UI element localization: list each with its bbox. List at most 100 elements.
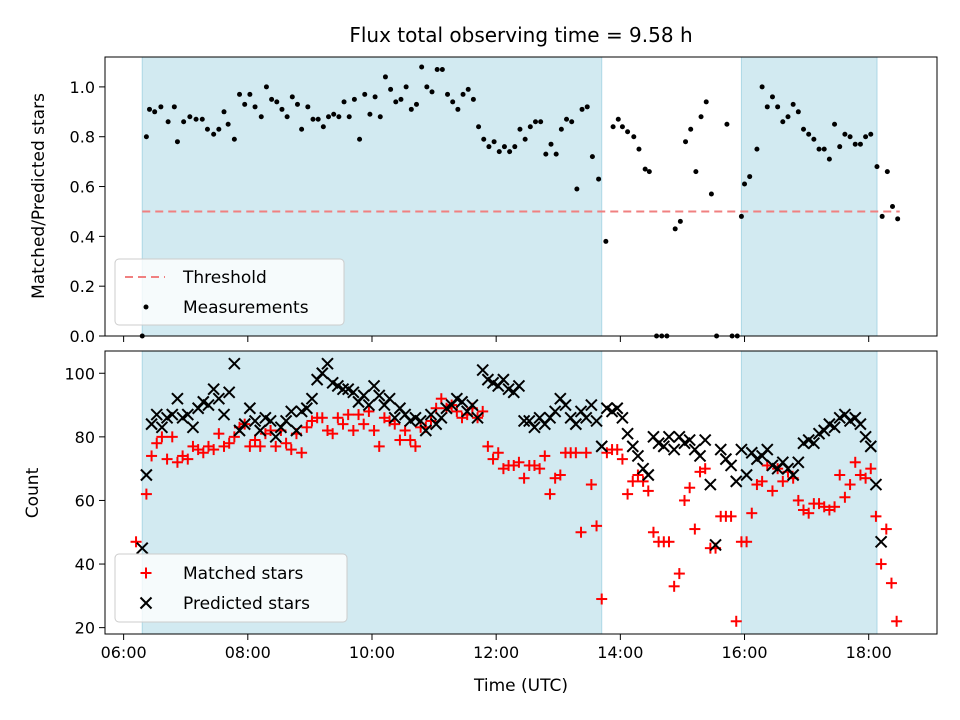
measurement-point	[465, 86, 471, 92]
predicted-star-point	[730, 475, 743, 488]
measurement-point	[174, 139, 180, 145]
measurement-point	[279, 106, 285, 112]
predicted-star-point	[471, 411, 484, 424]
measurement-point	[610, 124, 616, 130]
measurement-point	[299, 126, 305, 132]
legend-predicted-marker	[139, 596, 153, 610]
predicted-star-point	[626, 440, 639, 453]
measurement-point	[816, 146, 822, 152]
matched-star-point	[637, 475, 649, 487]
predicted-star-point	[435, 411, 448, 424]
measurement-point	[372, 94, 378, 100]
measurement-point	[388, 86, 394, 92]
matched-star-point	[668, 580, 680, 592]
bottom-panel: 20 40 60 80 100 06:00 08:00 10:00 12:00 14:00 16:…	[23, 350, 938, 696]
matched-star-point	[663, 536, 675, 548]
measurement-point	[247, 91, 253, 97]
predicted-star-point	[212, 392, 226, 405]
matched-star-point	[647, 526, 659, 538]
measurement-point	[842, 131, 848, 137]
measurement-point	[439, 66, 445, 72]
matched-star-point	[430, 402, 442, 414]
measurement-point	[393, 99, 399, 105]
measurement-point	[336, 114, 342, 120]
predicted-star-point	[735, 443, 748, 456]
matched-star-point	[849, 456, 861, 468]
measurement-point	[310, 116, 316, 122]
predicted-star-point	[321, 357, 334, 370]
measurement-point	[868, 131, 874, 137]
measurement-point	[806, 131, 812, 137]
matched-star-point	[280, 437, 292, 449]
predicted-star-point	[186, 421, 200, 434]
matched-star-point	[156, 431, 168, 443]
measurement-point	[382, 74, 388, 80]
matched-star-point	[435, 393, 447, 405]
measurement-point	[564, 116, 570, 122]
predicted-star-point	[243, 402, 257, 415]
matched-star-point	[228, 431, 240, 443]
measurement-point	[507, 149, 513, 155]
matched-star-point	[679, 494, 691, 506]
matched-star-point	[399, 424, 411, 436]
xtick-label: 12:00	[473, 643, 519, 662]
matched-star-point	[482, 440, 494, 452]
measurement-point	[527, 124, 533, 130]
measurement-point	[512, 144, 518, 150]
matched-star-point	[270, 440, 282, 452]
measurement-point	[193, 116, 199, 122]
top-y-ticks: 0.0 0.2 0.4 0.6 0.8 1.0	[70, 78, 105, 346]
matched-star-point	[244, 440, 256, 452]
measurement-point	[362, 91, 368, 97]
measurement-point	[403, 84, 409, 90]
predicted-star-point	[238, 417, 251, 431]
measurement-point	[693, 169, 699, 175]
matched-star-point	[409, 440, 421, 452]
matched-star-point	[673, 568, 685, 580]
measurement-point	[496, 149, 502, 155]
measurement-point	[274, 99, 280, 105]
predicted-star-point	[316, 367, 329, 380]
matched-star-point	[151, 437, 163, 449]
legend-predicted-label: Predicted stars	[183, 594, 310, 614]
predicted-star-point	[367, 379, 381, 393]
measurement-point	[584, 104, 590, 110]
measurement-point	[724, 121, 730, 127]
legend-predicted-swatch	[139, 596, 153, 610]
matched-star-point	[337, 418, 349, 430]
matched-star-point	[725, 510, 737, 522]
measurement-point	[221, 109, 227, 115]
measurement-point	[821, 146, 827, 152]
measurement-point	[346, 114, 352, 120]
predicted-star-point	[362, 398, 376, 412]
measurement-point	[486, 144, 492, 150]
measurement-point	[574, 186, 580, 192]
measurement-point	[413, 101, 419, 107]
measurement-point	[742, 181, 748, 187]
measurement-point	[884, 169, 890, 175]
predicted-star-point	[724, 459, 738, 472]
measurement-point	[289, 94, 295, 100]
matched-star-point	[539, 450, 551, 462]
top-ytick-label: 0.4	[70, 227, 95, 246]
measurement-point	[852, 141, 858, 147]
predicted-star-point	[279, 414, 293, 428]
top-y-axis-label: Matched/Predicted stars	[29, 93, 49, 299]
predicted-star-point	[528, 421, 541, 434]
matched-star-point	[130, 536, 142, 548]
measurement-point	[470, 96, 476, 102]
predicted-star-point	[181, 408, 194, 421]
measurement-point	[216, 126, 222, 132]
matched-star-point	[611, 444, 623, 456]
top-legend-box	[114, 258, 345, 326]
bottom-ytick-label: 100	[64, 364, 95, 383]
bottom-x-ticks: 06:00 08:00 10:00 12:00 14:00 16:00 18:00	[101, 634, 892, 662]
measurement-point	[326, 114, 332, 120]
predicted-star-point	[145, 417, 158, 431]
matched-star-point	[829, 501, 841, 513]
chart-title: Flux total observing time = 9.58 h	[349, 23, 692, 47]
matched-star-point	[891, 615, 903, 627]
measurement-point	[688, 126, 694, 132]
predicted-stars-points	[136, 357, 888, 555]
matched-star-point	[368, 424, 380, 436]
